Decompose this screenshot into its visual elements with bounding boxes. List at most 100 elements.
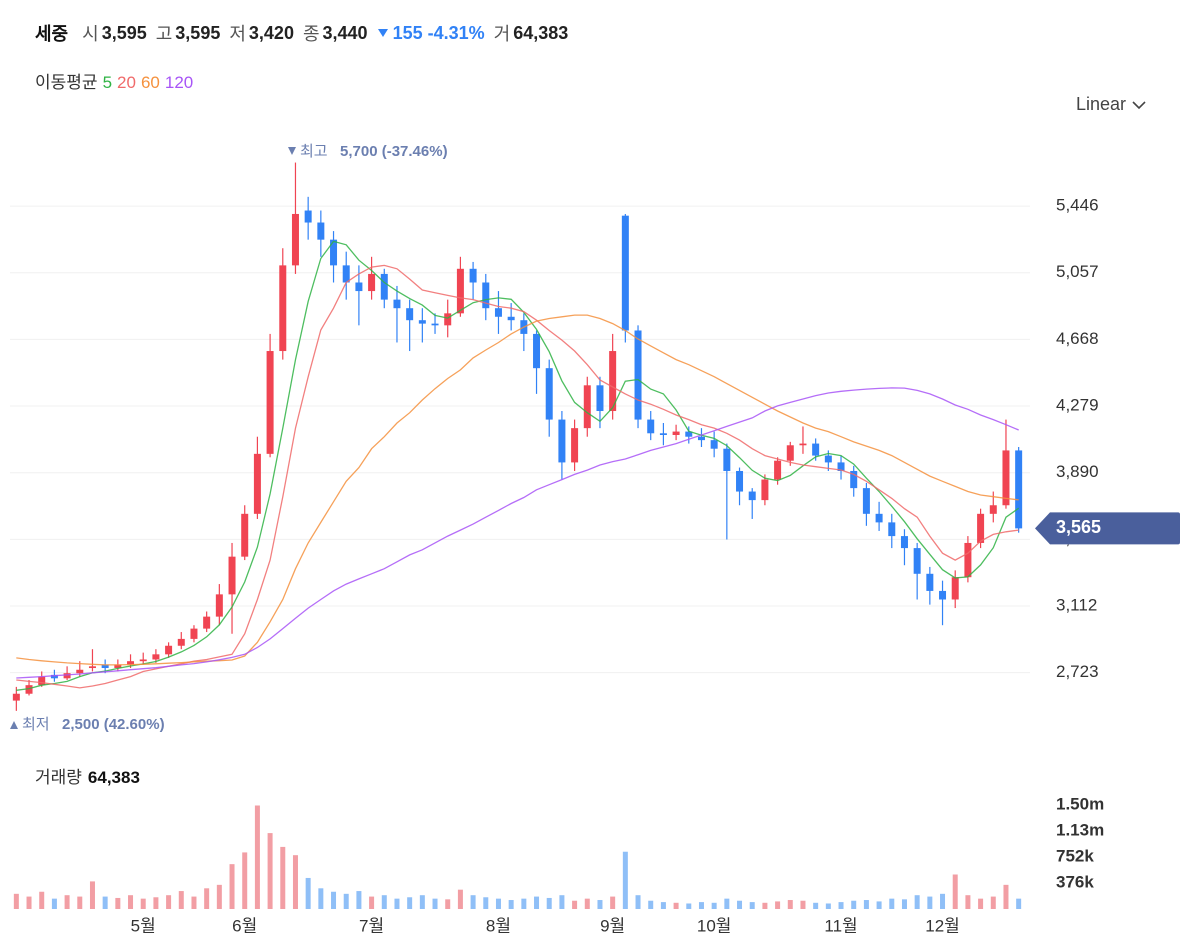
volume-bar [26,896,32,909]
volume-bar [572,900,578,909]
volume-bar [673,902,679,909]
legend-entry: 120 [164,73,194,92]
annotation-text: 2,500 (42.60%) [62,716,165,733]
ma-line [16,264,1019,689]
price-label: 저 [229,24,246,44]
volume-bar [584,898,590,909]
volume-bar [381,895,387,909]
volume-bar [178,891,184,909]
volume-bar [1003,884,1009,909]
stock-name: 세중 [35,24,69,44]
legend-entry: 60 [140,73,160,92]
volume-bar [432,898,438,909]
volume-bar [952,874,958,909]
volume-bar [965,895,971,909]
up-marker [10,721,18,729]
volume-value: 64,383 [87,768,140,787]
volume-title: 거래량 64,383 [35,763,140,788]
annotation-text: 5,700 (-37.46%) [340,143,448,160]
candle-body [1002,450,1010,506]
candle-body [786,445,794,461]
candle-body [88,666,96,669]
legend-title: 이동평균 [35,73,98,92]
x-tick-label: 10월 [697,916,732,935]
candle-body [482,282,490,309]
candle-body [697,436,705,441]
arrow-shape [377,29,388,37]
candle-body [596,385,604,412]
price-tag [1035,512,1180,545]
volume-bar [495,898,501,909]
down-marker [288,147,296,155]
candle-body [139,659,147,662]
candle-body [190,628,198,639]
y-tick-label: 752k [1056,847,1094,866]
candle-body [38,676,46,686]
candle-body [875,513,883,523]
volume-bar [280,846,286,909]
volume-bar [140,898,146,909]
candle-body [444,313,452,326]
candle-body [774,460,782,480]
header: 세중 시 3,595 고 3,595 저 3,420 종 3,440 155 -4.31% 거 64,… [35,20,577,46]
low-annotation: 최저 2,500 (42.60%) [10,716,165,733]
volume-label: 거래량 [35,768,82,787]
candle-body [50,674,58,679]
x-tick-label: 8월 [486,916,511,935]
candle-body [418,320,426,324]
scale-label[interactable]: Linear [1076,94,1127,114]
candle-body [241,513,249,557]
volume-bar [825,903,831,909]
annotation-label: 최저 [22,716,50,733]
candle-body [723,448,731,471]
candle-body [127,661,135,665]
candle-body [647,419,655,434]
candle-body [824,455,832,463]
volume-bar [990,896,996,909]
volume-bar [356,891,362,909]
volume-bar [128,895,134,909]
y-tick-label: 5,446 [1056,196,1099,215]
high-annotation: 최고 5,700 (-37.46%) [288,143,448,160]
price-tag-label: 3,565 [1056,517,1101,537]
volume-bar [622,851,628,909]
candle-body [609,351,617,412]
volume-bar [940,893,946,909]
x-tick-label: 9월 [600,916,625,935]
volume-bar [318,888,324,909]
candle-body [583,385,591,429]
volume-bar [914,895,920,909]
price-value: 3,440 [322,22,368,43]
volume-bar [686,903,692,909]
change-text: 155 -4.31% [392,22,485,43]
candle-body [101,664,109,669]
volume-bar [901,899,907,909]
y-tick-label: 5,057 [1056,262,1099,281]
price-value: 3,595 [101,22,147,43]
candle-body [76,669,84,674]
candle-body [799,443,807,446]
volume-bar [115,897,121,909]
volume-bar [838,902,844,909]
ma-line [16,240,1020,691]
candles [12,162,1023,711]
volume-bar [51,898,57,909]
candle-body [368,273,376,292]
volume-value: 64,383 [513,22,569,43]
candle-body [304,210,312,223]
scale-dropdown[interactable]: Linear [1076,94,1146,115]
candle-body [888,522,896,537]
candle-body [507,316,515,321]
candle-body [228,556,236,595]
candle-body [926,573,934,591]
candle-body [621,215,629,331]
y-tick-label: 3,890 [1056,462,1099,481]
volume-bar [39,891,45,909]
volume-bar [419,895,425,909]
volume-bars [13,805,1022,909]
volume-bar [267,833,273,909]
price-change: 155 -4.31% [377,23,485,44]
volume-bar [470,895,476,909]
candle-body [456,268,464,314]
